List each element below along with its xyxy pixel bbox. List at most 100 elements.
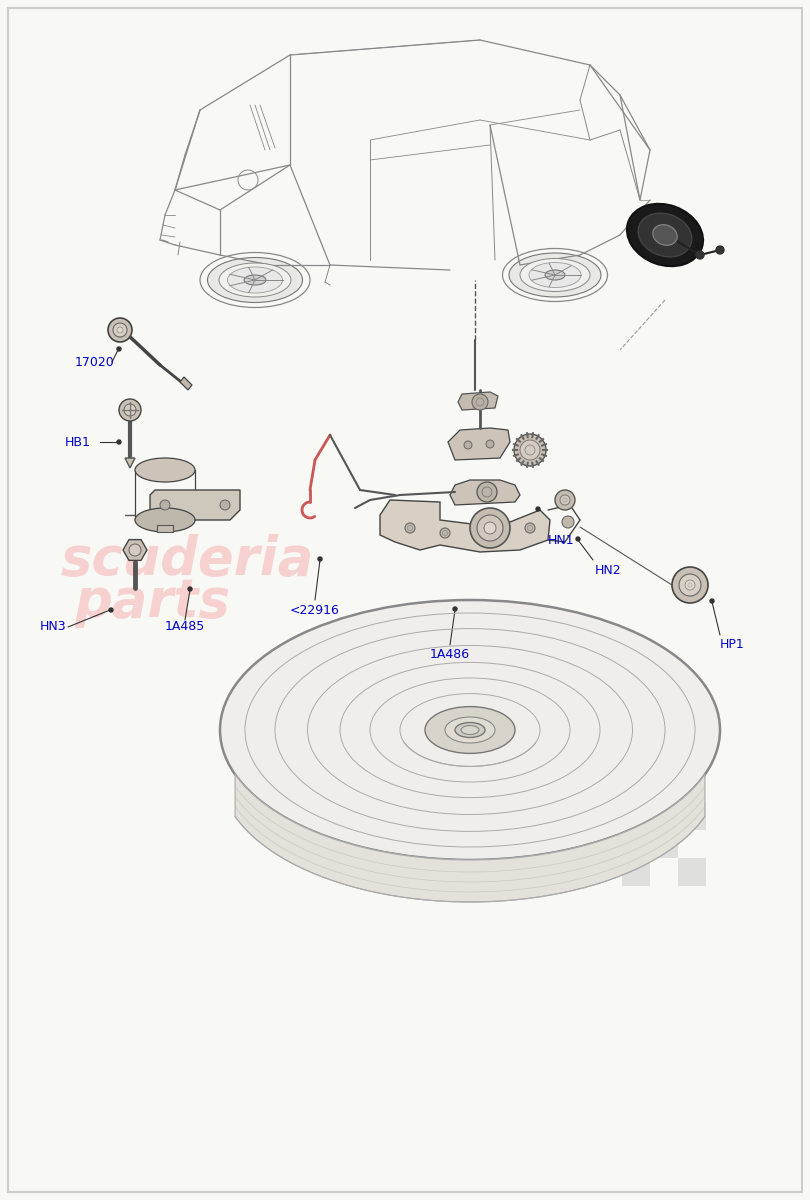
Bar <box>678 802 706 830</box>
Circle shape <box>685 580 695 590</box>
Circle shape <box>453 607 457 611</box>
Bar <box>650 830 678 858</box>
Bar <box>510 802 538 830</box>
Ellipse shape <box>219 263 291 296</box>
Bar <box>510 746 538 774</box>
Circle shape <box>477 482 497 502</box>
Ellipse shape <box>545 270 565 280</box>
Bar <box>678 746 706 774</box>
Text: 17020: 17020 <box>75 355 115 368</box>
Polygon shape <box>123 540 147 560</box>
Bar <box>510 858 538 886</box>
Text: scuderia: scuderia <box>60 534 313 586</box>
Bar <box>538 774 566 802</box>
Polygon shape <box>235 774 705 902</box>
Circle shape <box>555 490 575 510</box>
Bar <box>538 718 566 746</box>
Bar <box>678 858 706 886</box>
Bar <box>594 718 622 746</box>
Circle shape <box>117 347 121 350</box>
Circle shape <box>109 608 113 612</box>
Circle shape <box>129 544 141 556</box>
Ellipse shape <box>520 258 590 292</box>
Ellipse shape <box>627 204 703 266</box>
Circle shape <box>472 394 488 410</box>
Ellipse shape <box>244 275 266 284</box>
Circle shape <box>562 516 574 528</box>
Circle shape <box>477 515 503 541</box>
Circle shape <box>672 566 708 602</box>
Circle shape <box>405 523 415 533</box>
Text: HP1: HP1 <box>720 638 744 652</box>
Bar <box>594 774 622 802</box>
Text: HB1: HB1 <box>65 436 91 449</box>
Text: <22916: <22916 <box>290 604 340 617</box>
Circle shape <box>160 500 170 510</box>
Ellipse shape <box>207 258 302 302</box>
Circle shape <box>124 404 136 416</box>
Bar <box>650 774 678 802</box>
Circle shape <box>716 246 724 254</box>
Text: parts: parts <box>75 576 231 628</box>
Ellipse shape <box>638 214 692 257</box>
Bar <box>566 802 594 830</box>
Ellipse shape <box>425 707 515 754</box>
Circle shape <box>117 440 121 444</box>
Circle shape <box>514 434 546 466</box>
Ellipse shape <box>529 263 581 288</box>
Bar <box>622 858 650 886</box>
Circle shape <box>486 440 494 448</box>
Circle shape <box>440 528 450 538</box>
Circle shape <box>188 587 192 590</box>
Ellipse shape <box>220 600 720 860</box>
Bar <box>566 690 594 718</box>
Polygon shape <box>458 392 498 410</box>
Ellipse shape <box>509 253 601 296</box>
Polygon shape <box>157 526 173 532</box>
Polygon shape <box>450 480 520 505</box>
Circle shape <box>119 398 141 421</box>
Ellipse shape <box>135 508 195 532</box>
Circle shape <box>536 506 540 511</box>
Circle shape <box>464 440 472 449</box>
Circle shape <box>679 574 701 596</box>
Bar <box>622 802 650 830</box>
Circle shape <box>484 522 496 534</box>
Ellipse shape <box>228 266 283 293</box>
Circle shape <box>560 494 570 505</box>
Circle shape <box>710 599 714 602</box>
Bar <box>650 718 678 746</box>
Text: 1A486: 1A486 <box>430 648 470 661</box>
Bar <box>622 746 650 774</box>
Bar <box>566 746 594 774</box>
Bar <box>566 858 594 886</box>
Circle shape <box>525 523 535 533</box>
Polygon shape <box>125 458 135 468</box>
Ellipse shape <box>461 726 479 734</box>
Bar <box>622 690 650 718</box>
Circle shape <box>113 323 127 337</box>
Circle shape <box>318 557 322 560</box>
Bar <box>678 690 706 718</box>
Polygon shape <box>150 490 240 520</box>
Circle shape <box>696 251 704 259</box>
Text: HN1: HN1 <box>548 534 574 546</box>
Circle shape <box>220 500 230 510</box>
Circle shape <box>470 508 510 548</box>
Text: HN2: HN2 <box>595 564 621 576</box>
Polygon shape <box>380 500 550 552</box>
Bar <box>594 830 622 858</box>
Circle shape <box>117 326 123 332</box>
Polygon shape <box>448 428 510 460</box>
Bar <box>510 690 538 718</box>
Ellipse shape <box>653 224 677 245</box>
Ellipse shape <box>135 458 195 482</box>
Bar <box>538 830 566 858</box>
Ellipse shape <box>445 716 495 743</box>
Circle shape <box>576 538 580 541</box>
Polygon shape <box>180 377 192 390</box>
Text: 1A485: 1A485 <box>165 620 205 634</box>
Text: HN3: HN3 <box>40 620 66 634</box>
Circle shape <box>108 318 132 342</box>
Circle shape <box>520 440 540 460</box>
